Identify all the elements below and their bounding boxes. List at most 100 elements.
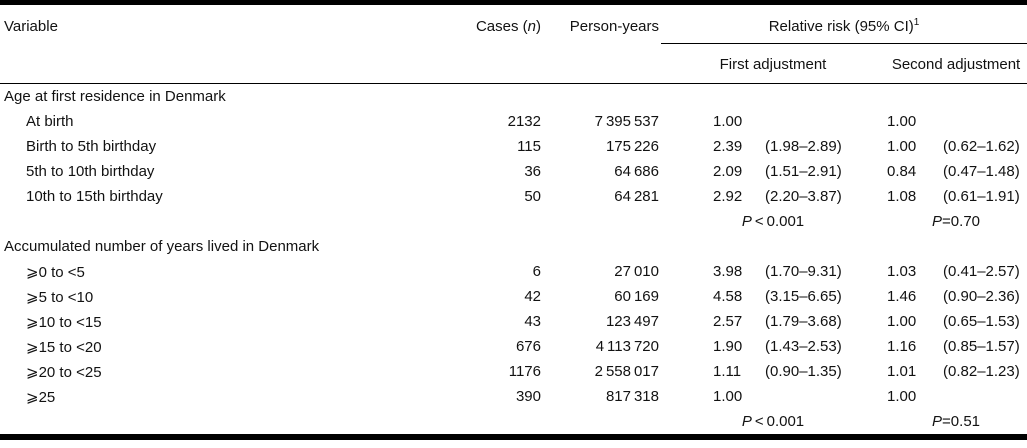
- rr-first-cell: 2.39: [713, 138, 743, 155]
- variable-cell: Birth to 5th birthday: [26, 138, 157, 155]
- p-symbol: P: [932, 213, 943, 230]
- cases-cell: 42: [524, 288, 541, 305]
- cases-cell: 676: [515, 338, 541, 355]
- p-first-cell: P < 0.001: [661, 209, 885, 234]
- ci-first-cell: [765, 109, 885, 134]
- cases-cell: 2132: [507, 113, 541, 130]
- ci-first-cell: (3.15–6.65): [765, 288, 842, 305]
- person-years-cell: 7 395 537: [594, 113, 659, 130]
- table-row: 5th to 10th birthday 36 64 686 2.09 (1.5…: [0, 159, 1027, 184]
- variable-cell: 10th to 15th birthday: [26, 188, 163, 205]
- ci-second-cell: (0.82–1.23): [943, 363, 1020, 380]
- column-header-cases: Cases (n): [455, 2, 543, 84]
- variable-cell: 5th to 10th birthday: [26, 163, 155, 180]
- p-value: < 0.001: [751, 213, 805, 230]
- rr-first-cell: 1.00: [713, 388, 743, 405]
- cases-cell: 6: [532, 263, 541, 280]
- ci-second-cell: (0.61–1.91): [943, 188, 1020, 205]
- cases-cell: 43: [524, 313, 541, 330]
- section-header-row: Age at first residence in Denmark: [0, 84, 1027, 110]
- person-years-cell: 27 010: [614, 263, 659, 280]
- section-header-row: Accumulated number of years lived in Den…: [0, 234, 1027, 259]
- table-row: ⩾20 to <25 1176 2 558 017 1.11 (0.90–1.3…: [0, 359, 1027, 384]
- empty-cell: [0, 209, 661, 234]
- ci-first-cell: (1.98–2.89): [765, 138, 842, 155]
- cases-cell: 36: [524, 163, 541, 180]
- person-years-cell: 60 169: [614, 288, 659, 305]
- rr-first-cell: 1.11: [713, 363, 742, 380]
- rr-second-cell: 1.01: [887, 363, 917, 380]
- rr-second-cell: 1.00: [887, 113, 917, 130]
- person-years-cell: 64 686: [614, 163, 659, 180]
- variable-cell: ⩾10 to <15: [26, 313, 102, 331]
- cases-cell: 115: [517, 138, 541, 155]
- footnote-marker: 1: [913, 17, 920, 28]
- p-value-row: P < 0.001 P=0.51: [0, 409, 1027, 437]
- table-row: ⩾25 390 817 318 1.00 1.00: [0, 384, 1027, 409]
- table-body: Age at first residence in Denmark At bir…: [0, 84, 1027, 438]
- person-years-cell: 175 226: [605, 138, 659, 155]
- ci-first-cell: (1.70–9.31): [765, 263, 842, 280]
- variable-cell: ⩾20 to <25: [26, 363, 102, 381]
- column-header-variable: Variable: [0, 2, 455, 84]
- p-value: =0.70: [942, 213, 981, 230]
- variable-cell: ⩾5 to <10: [26, 288, 94, 306]
- rr-second-cell: 1.08: [887, 188, 917, 205]
- ci-first-cell: [765, 384, 885, 409]
- table-row: Birth to 5th birthday 115 175 226 2.39 (…: [0, 134, 1027, 159]
- cases-label-post: ): [536, 18, 541, 35]
- header-row-1: Variable Cases (n) Person-years Relative…: [0, 2, 1027, 84]
- relative-risk-label: Relative risk (95% CI): [768, 18, 914, 35]
- ci-second-cell: (0.90–2.36): [943, 288, 1020, 305]
- ci-first-cell: (1.79–3.68): [765, 313, 842, 330]
- rr-second-cell: 1.46: [887, 288, 917, 305]
- table-row: ⩾10 to <15 43 123 497 2.57 (1.79–3.68) 1…: [0, 309, 1027, 334]
- ci-second-cell: (0.65–1.53): [943, 313, 1020, 330]
- rr-second-cell: 1.00: [887, 388, 917, 405]
- column-header-second-adjustment: Second adjustment: [885, 43, 1027, 84]
- rr-first-cell: 1.00: [713, 113, 743, 130]
- header-row-2: First adjustment Second adjustment: [0, 43, 1027, 84]
- rr-first-cell: 4.58: [713, 288, 743, 305]
- person-years-cell: 817 318: [605, 388, 659, 405]
- ci-first-cell: (1.51–2.91): [765, 163, 842, 180]
- p-first-cell: P < 0.001: [661, 409, 885, 437]
- rr-first-cell: 2.09: [713, 163, 743, 180]
- p-symbol: P: [741, 413, 752, 430]
- ci-first-cell: (1.43–2.53): [765, 338, 842, 355]
- ci-second-cell: (0.47–1.48): [943, 163, 1020, 180]
- p-second-cell: P=0.70: [885, 209, 1027, 234]
- variable-cell: ⩾25: [26, 388, 56, 406]
- column-header-person-years: Person-years: [543, 2, 661, 84]
- person-years-cell: 64 281: [614, 188, 659, 205]
- cases-cell: 1176: [508, 363, 541, 380]
- cases-cell: 50: [524, 188, 541, 205]
- p-symbol: P: [741, 213, 752, 230]
- p-value: < 0.001: [751, 413, 805, 430]
- p-value-row: P < 0.001 P=0.70: [0, 209, 1027, 234]
- rr-first-cell: 2.57: [713, 313, 743, 330]
- person-years-cell: 2 558 017: [594, 363, 659, 380]
- rr-second-cell: 1.00: [887, 138, 917, 155]
- column-header-relative-risk: Relative risk (95% CI)1: [661, 2, 1027, 44]
- rr-second-cell: 1.16: [887, 338, 917, 355]
- cases-label-pre: Cases (: [475, 18, 528, 35]
- table-row: ⩾15 to <20 676 4 113 720 1.90 (1.43–2.53…: [0, 334, 1027, 359]
- rr-second-cell: 1.03: [887, 263, 917, 280]
- ci-second-cell: (0.41–2.57): [943, 263, 1020, 280]
- variable-cell: At birth: [26, 113, 74, 130]
- p-symbol: P: [932, 413, 943, 430]
- cases-cell: 390: [515, 388, 541, 405]
- table-row: ⩾0 to <5 6 27 010 3.98 (1.70–9.31) 1.03 …: [0, 259, 1027, 284]
- person-years-cell: 123 497: [605, 313, 659, 330]
- p-second-cell: P=0.51: [885, 409, 1027, 437]
- cases-label-n: n: [527, 18, 536, 35]
- rr-second-cell: 0.84: [887, 163, 917, 180]
- variable-cell: ⩾15 to <20: [26, 338, 102, 356]
- variable-cell: ⩾0 to <5: [26, 263, 85, 281]
- empty-cell: [0, 409, 661, 437]
- rr-second-cell: 1.00: [887, 313, 917, 330]
- person-years-cell: 4 113 720: [595, 338, 659, 355]
